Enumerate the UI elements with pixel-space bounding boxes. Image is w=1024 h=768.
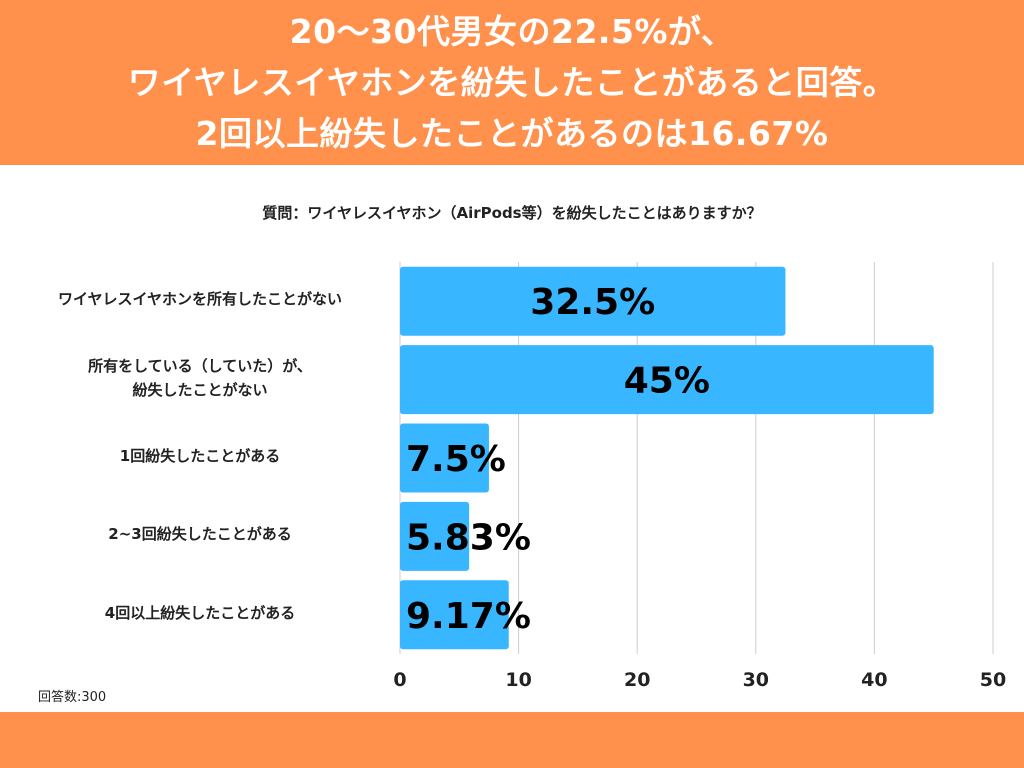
category-label-line: 2~3回紛失したことがある <box>108 525 292 544</box>
headline-line-1: 20〜30代男女の22.5%が、 <box>289 12 735 51</box>
footer-band <box>0 712 1024 768</box>
category-label-line: 紛失したことがない <box>132 380 268 399</box>
headline-line-2: ワイヤレスイヤホンを紛失したことがあると回答。 <box>127 63 897 102</box>
x-tick-label: 40 <box>861 669 887 691</box>
headline-line-3: 2回以上紛失したことがあるのは16.67% <box>195 114 829 153</box>
x-tick-label: 20 <box>624 669 650 691</box>
bar <box>400 266 786 336</box>
x-tick-label: 0 <box>393 669 406 691</box>
data-label: 5.83% <box>406 517 531 558</box>
data-label: 7.5% <box>406 439 506 480</box>
data-label: 32.5% <box>530 282 655 323</box>
chart-title: 質問：ワイヤレスイヤホン（AirPods等）を紛失したことはありますか？ <box>262 204 762 222</box>
headline-banner: 20〜30代男女の22.5%が、 ワイヤレスイヤホンを紛失したことがあると回答。… <box>0 0 1024 165</box>
data-label: 45% <box>624 361 710 402</box>
category-label: 2~3回紛失したことがある <box>0 522 400 546</box>
category-label: 4回以上紛失したことがある <box>0 601 400 625</box>
bar <box>400 423 489 493</box>
bar <box>400 501 470 571</box>
x-tick-label: 10 <box>505 669 531 691</box>
data-label: 9.17% <box>406 596 531 637</box>
category-label-line: 1回紛失したことがある <box>119 447 281 465</box>
x-tick-label: 30 <box>743 669 769 691</box>
sample-size-note: 回答数:300 <box>38 690 107 705</box>
category-label: 所有をしている（していた）が、 紛失したことがない <box>0 354 400 402</box>
category-label: ワイヤレスイヤホンを所有したことがない <box>0 287 400 311</box>
category-label-line: 4回以上紛失したことがある <box>104 603 296 622</box>
bar <box>400 580 509 650</box>
category-label: 1回紛失したことがある <box>0 444 400 468</box>
category-label-line: ワイヤレスイヤホンを所有したことがない <box>57 290 343 309</box>
bar <box>400 345 934 415</box>
category-label-line: 所有をしている（していた）が、 <box>88 356 312 375</box>
x-tick-label: 50 <box>980 669 1006 691</box>
